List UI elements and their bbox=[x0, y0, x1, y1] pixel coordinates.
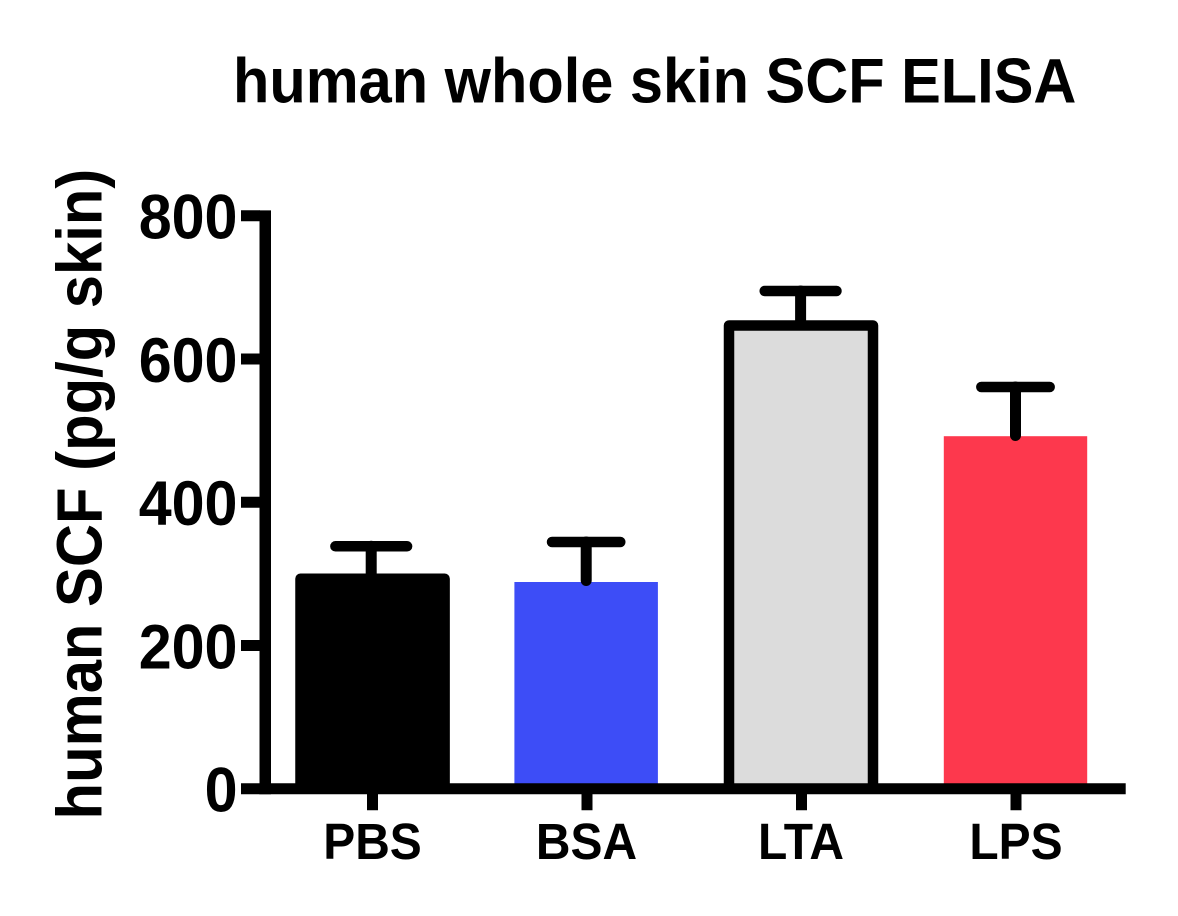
svg-text:PBS: PBS bbox=[323, 814, 422, 871]
svg-text:600: 600 bbox=[139, 325, 238, 395]
svg-text:BSA: BSA bbox=[536, 814, 637, 871]
svg-text:LPS: LPS bbox=[969, 814, 1062, 871]
svg-text:LTA: LTA bbox=[758, 814, 844, 871]
svg-text:200: 200 bbox=[139, 612, 238, 682]
svg-text:0: 0 bbox=[205, 755, 238, 825]
svg-text:human SCF (pg/g skin): human SCF (pg/g skin) bbox=[45, 169, 116, 820]
svg-text:human whole skin SCF ELISA: human whole skin SCF ELISA bbox=[233, 46, 1076, 116]
svg-text:400: 400 bbox=[139, 469, 238, 539]
svg-text:800: 800 bbox=[139, 182, 238, 252]
